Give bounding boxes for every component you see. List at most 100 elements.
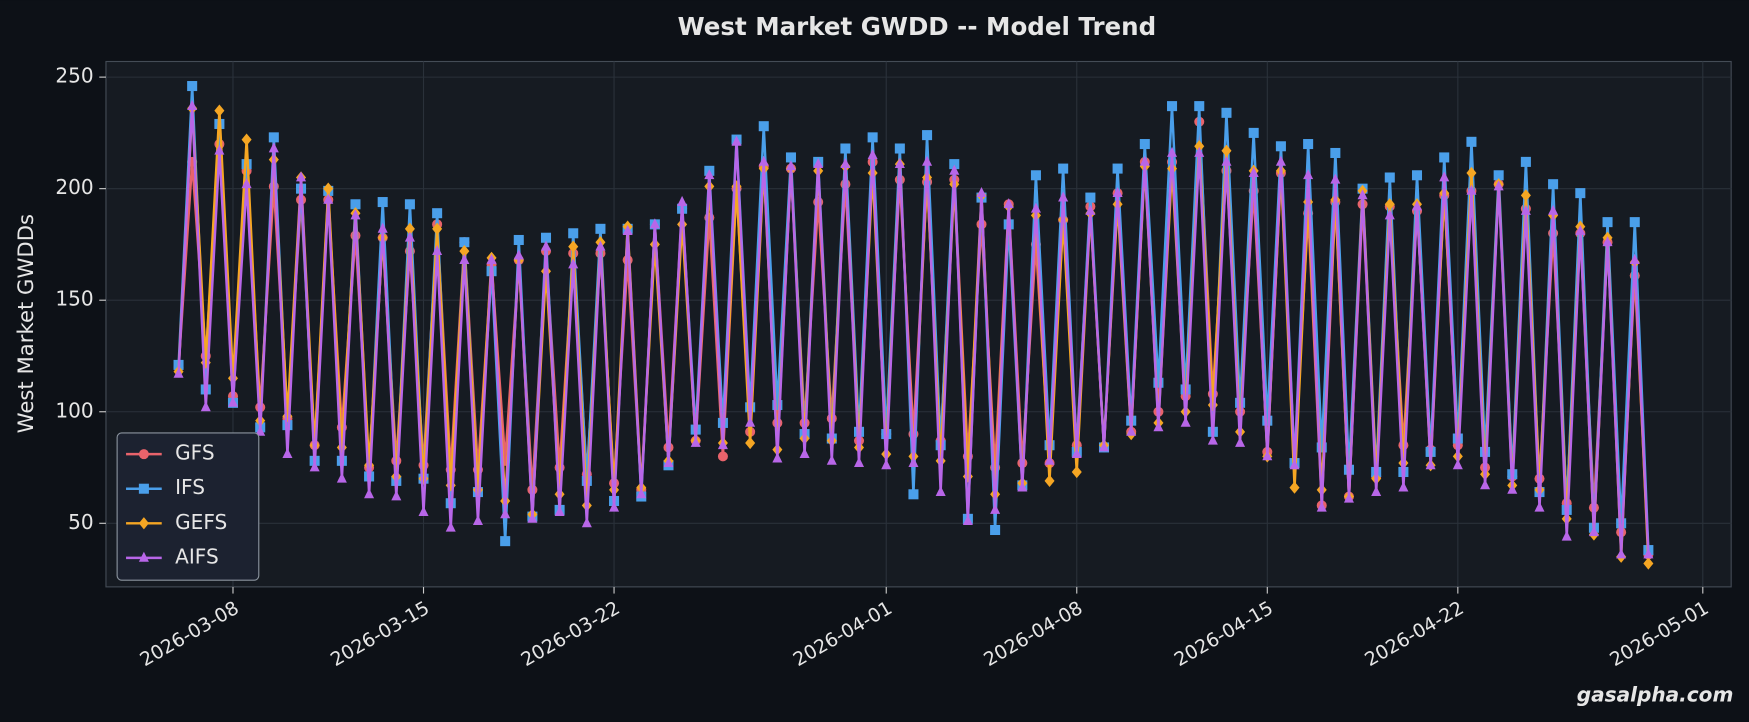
- data-point: [813, 157, 824, 169]
- data-point: [513, 249, 524, 260]
- data-point: [1289, 481, 1300, 494]
- data-point: [1616, 518, 1627, 529]
- data-point: [840, 143, 851, 154]
- data-point: [1112, 186, 1123, 198]
- data-point: [990, 524, 1001, 536]
- data-point: [935, 485, 946, 496]
- data-point: [758, 121, 769, 132]
- data-point: [1303, 139, 1314, 150]
- data-point: [404, 199, 415, 210]
- data-point: [1493, 180, 1504, 191]
- data-point: [962, 514, 973, 525]
- y-axis-label: West Market GWDDs: [13, 214, 38, 433]
- data-point: [1003, 198, 1014, 209]
- data-point: [241, 133, 252, 146]
- data-point: [1262, 450, 1273, 461]
- data-point: [867, 149, 878, 160]
- data-point: [731, 135, 742, 146]
- data-point: [1548, 204, 1559, 215]
- data-point: [949, 159, 960, 170]
- data-point: [1616, 548, 1627, 559]
- y-tick-label: 150: [55, 287, 93, 311]
- data-point: [1466, 166, 1477, 180]
- data-point: [609, 501, 620, 512]
- data-point: [581, 475, 592, 486]
- data-point: [350, 209, 361, 220]
- data-point: [513, 234, 524, 245]
- data-point: [309, 461, 320, 472]
- data-point: [404, 222, 415, 235]
- data-point: [1180, 416, 1191, 427]
- data-point: [1235, 397, 1246, 408]
- data-point: [1058, 191, 1069, 202]
- data-point: [1439, 152, 1450, 163]
- legend-label: IFS: [175, 475, 205, 499]
- data-point: [445, 521, 456, 532]
- data-point: [1588, 526, 1599, 537]
- data-point: [1629, 253, 1640, 264]
- data-point: [690, 436, 701, 447]
- data-point: [717, 439, 728, 450]
- data-point: [1466, 184, 1477, 195]
- data-point: [296, 171, 307, 182]
- data-point: [255, 425, 266, 436]
- data-point: [785, 152, 796, 163]
- data-point: [241, 178, 252, 189]
- data-point: [432, 222, 443, 235]
- data-point: [908, 489, 919, 500]
- data-point: [323, 182, 334, 195]
- data-point: [1058, 163, 1069, 174]
- data-point: [908, 456, 919, 467]
- data-point: [187, 81, 198, 92]
- legend-label: GEFS: [175, 510, 227, 534]
- legend-marker: [138, 449, 149, 460]
- data-point: [1303, 169, 1314, 180]
- data-point: [785, 160, 796, 171]
- data-point: [1548, 179, 1559, 190]
- data-point: [418, 506, 429, 517]
- data-point: [1520, 189, 1531, 202]
- data-point: [1371, 485, 1382, 496]
- data-point: [595, 240, 606, 251]
- data-point: [840, 157, 851, 169]
- data-point: [323, 193, 334, 204]
- data-point: [772, 452, 783, 463]
- data-point: [1316, 442, 1327, 453]
- data-point: [663, 456, 674, 467]
- data-point: [758, 155, 769, 166]
- data-point: [867, 132, 878, 143]
- data-point: [554, 506, 565, 517]
- data-point: [636, 488, 647, 499]
- data-point: [1262, 415, 1273, 426]
- data-point: [1207, 434, 1218, 445]
- data-point: [377, 197, 388, 208]
- data-point: [745, 416, 756, 427]
- chart-title: West Market GWDD -- Model Trend: [678, 12, 1157, 41]
- data-point: [568, 228, 579, 239]
- data-point: [1643, 548, 1654, 559]
- data-point: [1384, 172, 1395, 183]
- data-point: [1275, 155, 1286, 166]
- data-point: [1221, 155, 1232, 166]
- data-point: [949, 164, 960, 175]
- data-point: [1643, 557, 1654, 570]
- data-point: [990, 503, 1001, 514]
- data-point: [595, 223, 606, 234]
- data-point: [1194, 140, 1205, 153]
- data-point: [1575, 188, 1586, 199]
- data-point: [214, 104, 225, 117]
- data-point: [1411, 200, 1423, 211]
- data-point: [1520, 204, 1531, 215]
- data-point: [432, 244, 443, 256]
- data-point: [540, 232, 552, 243]
- data-point: [1221, 107, 1232, 118]
- data-point: [894, 157, 905, 169]
- data-point: [1411, 170, 1423, 181]
- data-point: [1520, 156, 1531, 167]
- legend-marker: [138, 551, 149, 562]
- data-point: [813, 197, 824, 208]
- data-point: [1235, 436, 1246, 447]
- legend-label: GFS: [175, 441, 214, 465]
- data-point: [1248, 127, 1259, 138]
